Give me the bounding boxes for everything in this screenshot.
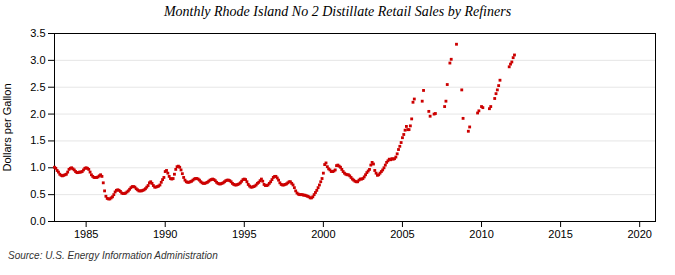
svg-text:Dollars per Gallon: Dollars per Gallon (1, 83, 13, 171)
svg-text:2.0: 2.0 (30, 108, 45, 120)
svg-text:1985: 1985 (74, 228, 98, 240)
svg-text:2020: 2020 (627, 228, 651, 240)
svg-text:2015: 2015 (548, 228, 572, 240)
svg-text:2010: 2010 (469, 228, 493, 240)
svg-text:3.0: 3.0 (30, 54, 45, 66)
svg-text:3.5: 3.5 (30, 27, 45, 39)
html-text:Source: U.S. Energy Informatio: Source: U.S. Energy Information Administ… (8, 250, 218, 261)
svg-text:1.0: 1.0 (30, 161, 45, 173)
svg-text:0.0: 0.0 (30, 215, 45, 227)
svg-text:1.5: 1.5 (30, 134, 45, 146)
svg-text:2005: 2005 (390, 228, 414, 240)
svg-text:0.5: 0.5 (30, 188, 45, 200)
svg-text:1995: 1995 (232, 228, 256, 240)
svg-text:1990: 1990 (153, 228, 177, 240)
svg-text:2.5: 2.5 (30, 81, 45, 93)
html-text:Monthly Rhode Island No 2 Dist: Monthly Rhode Island No 2 Distillate Ret… (163, 4, 512, 19)
svg-text:2000: 2000 (311, 228, 335, 240)
